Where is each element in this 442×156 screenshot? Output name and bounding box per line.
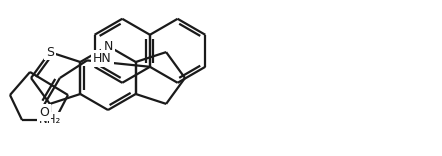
Text: S: S [46,46,54,59]
Text: O: O [39,106,49,119]
Text: NH₂: NH₂ [39,113,61,126]
Text: N: N [103,39,113,53]
Text: HN: HN [93,52,112,65]
